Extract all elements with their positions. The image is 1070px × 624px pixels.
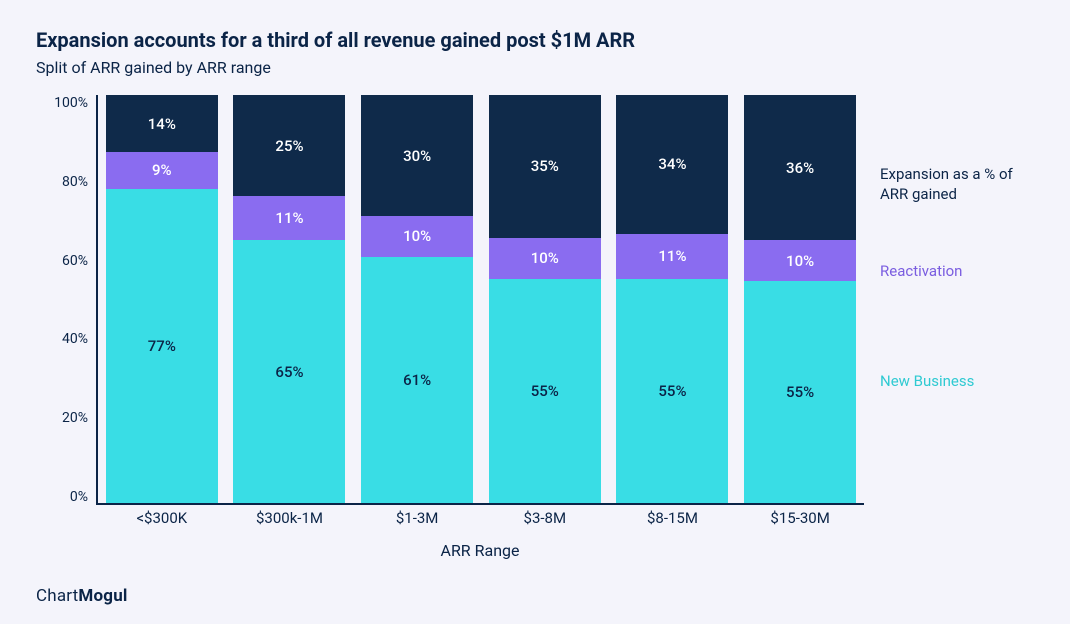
legend: Expansion as a % of ARR gained Reactivati… [864,95,1034,535]
x-tick-label: $8-15M [616,509,728,527]
y-tick-label: 80% [62,174,88,190]
bar-segment-reactivation: 9% [106,152,218,189]
bar-segment-reactivation: 10% [361,216,473,256]
x-tick-label: $300k-1M [233,509,345,527]
y-tick-label: 100% [54,95,88,111]
y-tick-label: 40% [62,331,88,347]
legend-item-reactivation: Reactivation [880,262,1034,282]
bar-segment-expansion: 30% [361,95,473,216]
bar-segment-new_business: 55% [489,279,601,503]
bar: 61%10%30% [361,95,473,503]
bar: 55%11%34% [616,95,728,503]
bars: 77%9%14%65%11%25%61%10%30%55%10%35%55%11… [98,95,864,503]
bar-segment-reactivation: 10% [489,238,601,279]
bar: 77%9%14% [106,95,218,503]
brand-part2: Mogul [78,586,127,606]
bar-segment-new_business: 55% [744,281,856,503]
x-tick-label: <$300K [106,509,218,527]
brand-logo: ChartMogul [36,586,128,606]
bar-segment-expansion: 35% [489,95,601,238]
bar-segment-expansion: 34% [616,95,728,234]
bar-segment-new_business: 65% [233,240,345,503]
chart-area: 100%80%60%40%20%0% 77%9%14%65%11%25%61%1… [36,95,1034,535]
y-tick-label: 0% [70,489,88,505]
y-tick-label: 20% [62,410,88,426]
x-tick-label: $3-8M [489,509,601,527]
x-tick-label: $1-3M [361,509,473,527]
legend-item-expansion: Expansion as a % of ARR gained [880,165,1034,204]
brand-part1: Chart [36,586,78,606]
legend-item-new_business: New Business [880,372,1034,392]
bar: 55%10%35% [489,95,601,503]
x-axis-labels: <$300K $300k-1M $1-3M $3-8M $8-15M $15-30M [98,503,864,533]
chart-title: Expansion accounts for a third of all re… [36,28,1034,52]
bar-segment-new_business: 61% [361,257,473,503]
bar: 65%11%25% [233,95,345,503]
bar-segment-reactivation: 11% [616,234,728,279]
bar-segment-expansion: 36% [744,95,856,240]
bar-segment-new_business: 55% [616,279,728,503]
bar-segment-expansion: 25% [233,95,345,196]
x-tick-label: $15-30M [744,509,856,527]
y-axis: 100% 80% 60% 40% 20% 0% [36,95,96,535]
chart-subtitle: Split of ARR gained by ARR range [36,58,1034,77]
y-tick-label: 60% [62,253,88,269]
bar-segment-expansion: 14% [106,95,218,152]
bar-segment-new_business: 77% [106,189,218,503]
plot-area: 77%9%14%65%11%25%61%10%30%55%10%35%55%11… [96,95,864,505]
bar-segment-reactivation: 10% [744,240,856,280]
x-axis-title: ARR Range [96,541,1034,560]
bar-segment-reactivation: 11% [233,196,345,240]
bar: 55%10%36% [744,95,856,503]
